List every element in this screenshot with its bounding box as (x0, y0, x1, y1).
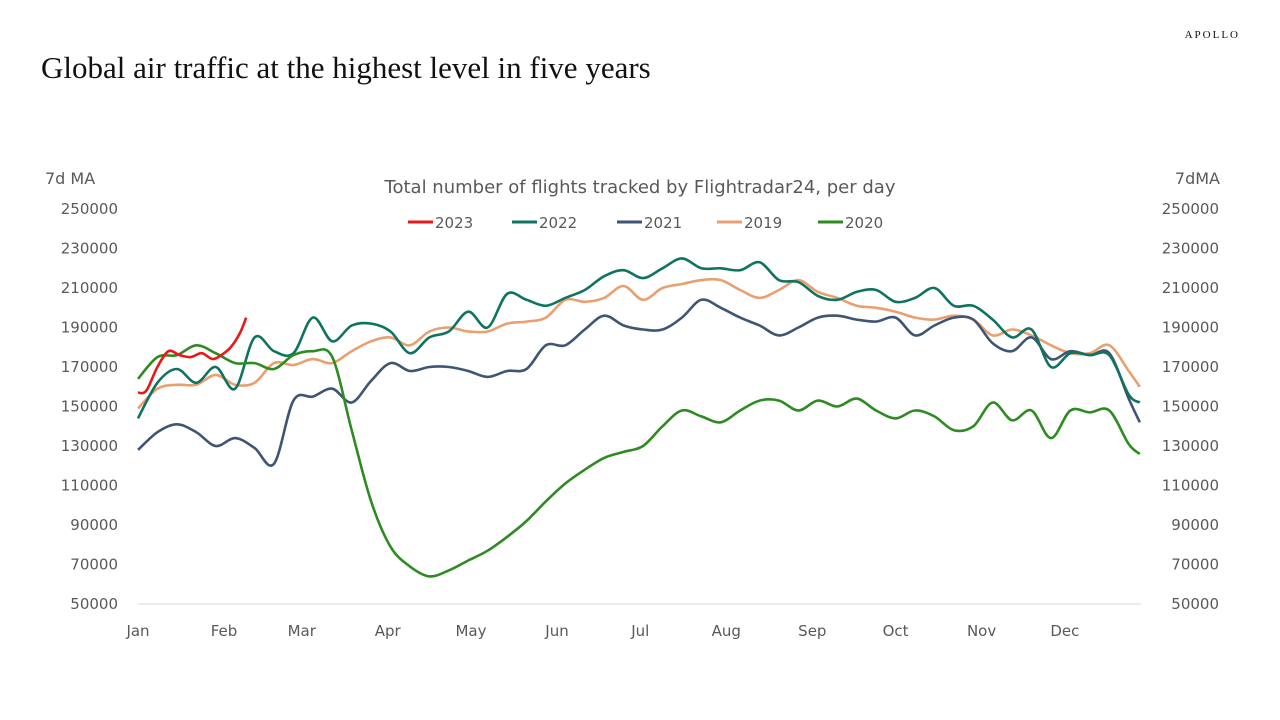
y-tick-label-right: 50000 (1171, 595, 1219, 613)
y-tick-label-left: 150000 (61, 398, 118, 416)
series-line-2023 (137, 317, 248, 395)
page-title: Global air traffic at the highest level … (41, 50, 651, 85)
legend-label-2023: 2023 (435, 214, 473, 232)
legend: 2023 2022 2021 2019 2020 (408, 214, 883, 232)
y-tick-label-right: 90000 (1171, 516, 1219, 534)
x-tick-label: Aug (712, 622, 741, 640)
legend-label-2020: 2020 (845, 214, 883, 232)
y-tick-label-left: 70000 (70, 556, 118, 574)
y-tick-label-left: 130000 (61, 437, 118, 455)
y-tick-label-left: 170000 (61, 358, 118, 376)
y-tick-label-left: 90000 (70, 516, 118, 534)
y-axis-label-left: 7d MA (45, 169, 95, 188)
chart-title: Total number of flights tracked by Fligh… (384, 177, 896, 198)
y-tick-label-right: 170000 (1162, 358, 1219, 376)
y-tick-label-left: 230000 (61, 240, 118, 258)
x-tick-label: Jun (544, 622, 568, 640)
y-tick-label-left: 50000 (70, 595, 118, 613)
y-axis-label-right: 7dMA (1175, 169, 1220, 188)
y-tick-label-right: 130000 (1162, 437, 1219, 455)
y-tick-label-left: 190000 (61, 319, 118, 337)
brand-logo: APOLLO (1184, 29, 1240, 41)
y-tick-label-right: 150000 (1162, 398, 1219, 416)
y-tick-label-right: 190000 (1162, 319, 1219, 337)
x-tick-label: Sep (798, 622, 826, 640)
y-tick-label-right: 210000 (1162, 279, 1219, 297)
series-line-2019 (137, 277, 1141, 410)
x-tick-label: Jan (125, 622, 149, 640)
y-tick-label-right: 230000 (1162, 240, 1219, 258)
x-tick-label: Jul (630, 622, 649, 640)
legend-label-2021: 2021 (644, 214, 682, 232)
series-line-2020 (137, 343, 1141, 578)
legend-label-2019: 2019 (744, 214, 782, 232)
series-line-2021 (137, 298, 1141, 467)
y-tick-label-right: 110000 (1162, 477, 1219, 495)
series-line-2022 (136, 257, 1141, 420)
legend-label-2022: 2022 (539, 214, 577, 232)
x-tick-label: Oct (883, 622, 909, 640)
x-tick-label: Nov (967, 622, 996, 640)
y-tick-label-left: 250000 (61, 200, 118, 218)
x-tick-label: Mar (288, 622, 317, 640)
y-tick-label-left: 110000 (61, 477, 118, 495)
y-tick-label-right: 250000 (1162, 200, 1219, 218)
x-tick-label: Feb (211, 622, 238, 640)
x-tick-label: May (455, 622, 486, 640)
x-tick-label: Dec (1050, 622, 1079, 640)
x-tick-label: Apr (375, 622, 402, 640)
y-tick-label-left: 210000 (61, 279, 118, 297)
y-tick-label-right: 70000 (1171, 556, 1219, 574)
